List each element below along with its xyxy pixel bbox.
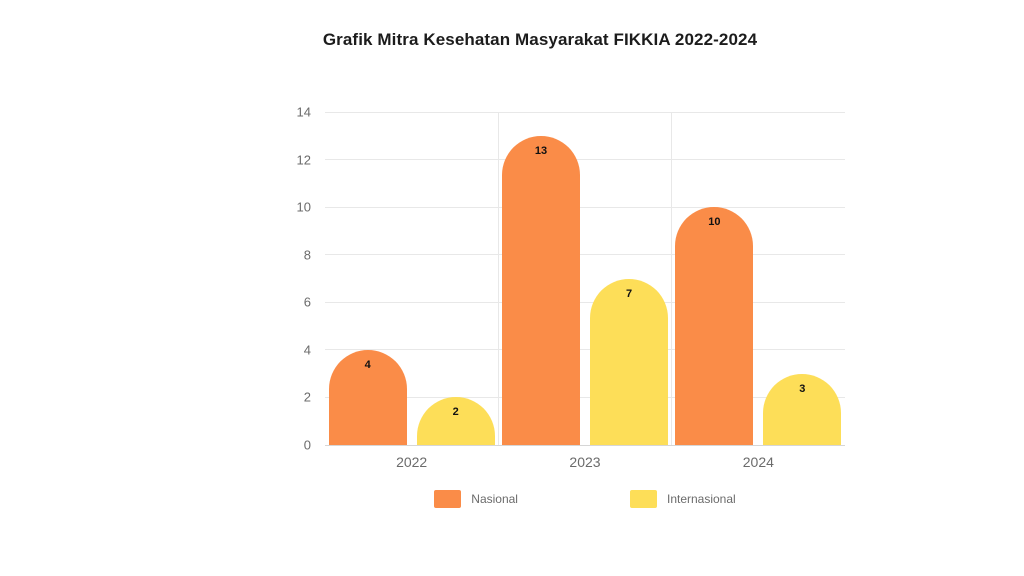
y-tick-label-4: 4 xyxy=(303,342,311,358)
category-boundary-line-2 xyxy=(671,112,673,445)
y-tick-label-2: 2 xyxy=(303,389,311,405)
gridline-y-2 xyxy=(325,396,845,398)
y-tick-label-10: 10 xyxy=(296,199,311,215)
gridline-y-8 xyxy=(325,254,845,256)
bar-nasional-2023: 13 xyxy=(502,135,580,445)
x-tick-label-2022: 2022 xyxy=(396,454,428,470)
legend-item-internasional: Internasional xyxy=(629,490,736,508)
bar-internasional-2024: 3 xyxy=(763,373,842,445)
legend-swatch-nasional xyxy=(434,490,462,508)
bar-internasional-2022: 2 xyxy=(416,397,495,445)
x-tick-label-2023: 2023 xyxy=(569,454,601,470)
chart-title: Grafik Mitra Kesehatan Masyarakat FIKKIA… xyxy=(322,30,758,49)
bar-value-label-internasional-2024: 3 xyxy=(799,382,806,395)
gridline-y-12 xyxy=(325,159,845,161)
gridline-y-6 xyxy=(325,301,845,303)
bar-value-label-nasional-2023: 13 xyxy=(534,144,548,157)
y-tick-label-12: 12 xyxy=(296,152,311,168)
bar-value-label-internasional-2023: 7 xyxy=(625,287,633,300)
category-boundary-line-1 xyxy=(497,112,499,445)
bar-value-label-nasional-2022: 4 xyxy=(364,358,371,371)
bar-nasional-2024: 10 xyxy=(675,207,754,445)
plot-area: 0 2 4 6 8 10 12 14 4 2 2022 13 7 2023 10 3 2024 xyxy=(297,105,845,470)
legend-item-nasional: Nasional xyxy=(434,490,518,508)
y-tick-label-8: 8 xyxy=(303,247,311,263)
y-tick-label-6: 6 xyxy=(303,294,311,310)
y-tick-label-14: 14 xyxy=(296,104,311,120)
x-tick-label-2024: 2024 xyxy=(742,454,774,470)
legend-label-internasional: Internasional xyxy=(666,492,736,506)
gridline-y-4 xyxy=(325,349,845,351)
legend-label-nasional: Nasional xyxy=(471,492,518,506)
gridline-y-14 xyxy=(325,111,845,113)
gridline-y-10 xyxy=(325,206,845,208)
bar-value-label-nasional-2024: 10 xyxy=(708,216,721,229)
legend-swatch-internasional xyxy=(629,490,657,508)
gridline-y-0 xyxy=(325,444,845,446)
bar-nasional-2022: 4 xyxy=(328,349,407,445)
bar-value-label-internasional-2022: 2 xyxy=(452,406,459,419)
bar-internasional-2023: 7 xyxy=(590,278,668,445)
legend: Nasional Internasional xyxy=(325,490,845,508)
y-tick-label-0: 0 xyxy=(303,437,311,453)
